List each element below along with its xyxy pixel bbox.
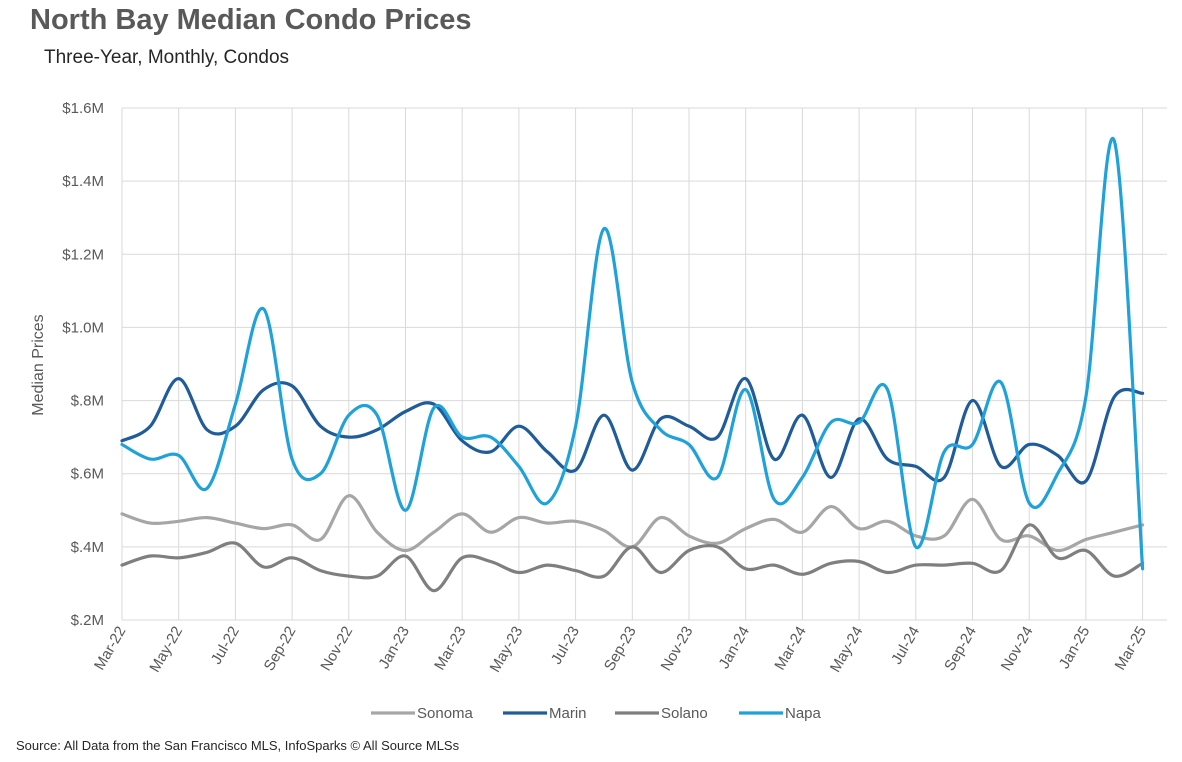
x-tick-label: May-22: [146, 624, 186, 676]
gridlines: [121, 107, 1167, 621]
y-tick-label: $.2M: [71, 612, 104, 629]
legend-label-solano: Solano: [661, 705, 708, 722]
x-tick-label: Mar-22: [91, 624, 129, 674]
y-tick-label: $1.4M: [62, 173, 104, 190]
y-axis-title: Median Prices: [30, 314, 47, 415]
legend-label-sonoma: Sonoma: [417, 705, 474, 722]
x-axis-ticks: Mar-22 May-22 Jul-22 Sep-22 Nov-22 Jan-23 Mar-…: [91, 624, 1150, 676]
series-lines: [120, 136, 1145, 593]
series-line-solano: [120, 523, 1145, 593]
series-line-marin: [120, 377, 1145, 485]
chart-subtitle: Three-Year, Monthly, Condos: [44, 47, 290, 68]
x-tick-label: Jul-22: [208, 624, 243, 668]
y-axis-ticks: $.2M $.4M $.6M $.8M $1.0M $1.2M $1.4M $1.6M: [62, 100, 104, 629]
x-tick-label: Jul-24: [888, 624, 923, 668]
legend-label-napa: Napa: [785, 705, 822, 722]
x-tick-label: Mar-24: [771, 624, 809, 674]
x-tick-label: Jan-23: [375, 624, 413, 672]
x-tick-label: Jan-25: [1056, 624, 1094, 672]
x-tick-label: Sep-22: [261, 624, 300, 674]
y-tick-label: $1.2M: [62, 246, 104, 263]
y-tick-label: $.6M: [71, 466, 104, 483]
legend: Sonoma Marin Solano Napa: [371, 705, 822, 722]
x-tick-label: Nov-22: [317, 624, 356, 674]
x-tick-label: Sep-23: [601, 624, 640, 674]
y-tick-label: $.4M: [71, 539, 104, 556]
y-tick-label: $.8M: [71, 393, 104, 410]
x-tick-label: Mar-25: [1112, 624, 1150, 674]
source-note: Source: All Data from the San Francisco …: [16, 738, 460, 753]
chart-title: North Bay Median Condo Prices: [30, 4, 472, 36]
series-line-napa: [120, 136, 1145, 571]
x-tick-label: Nov-23: [658, 624, 697, 674]
y-tick-label: $1.0M: [62, 319, 104, 336]
x-tick-label: Jan-24: [716, 624, 754, 672]
x-tick-label: Jul-23: [548, 624, 583, 668]
x-tick-label: Sep-24: [941, 624, 980, 674]
x-tick-label: Mar-23: [431, 624, 469, 674]
x-tick-label: May-23: [487, 624, 527, 676]
legend-label-marin: Marin: [549, 705, 587, 722]
x-tick-label: May-24: [827, 624, 867, 676]
y-tick-label: $1.6M: [62, 100, 104, 117]
line-chart: $.2M $.4M $.6M $.8M $1.0M $1.2M $1.4M $1.6M Mar…: [30, 100, 1167, 722]
x-tick-label: Nov-24: [998, 624, 1037, 674]
